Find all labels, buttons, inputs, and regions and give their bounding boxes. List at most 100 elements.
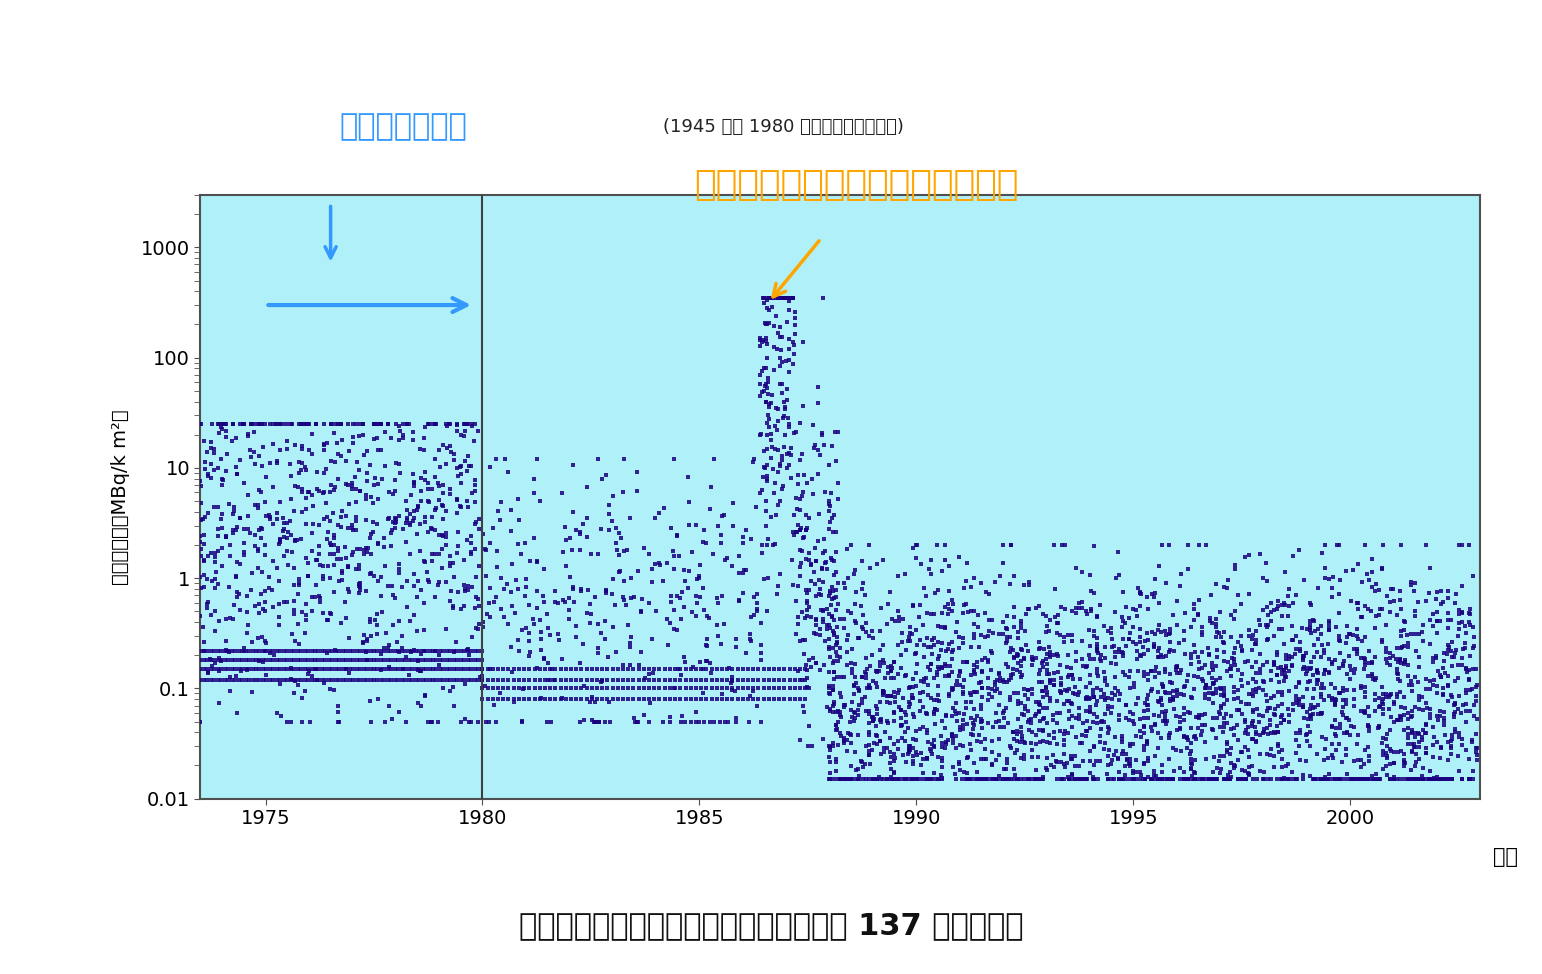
Point xyxy=(1420,750,1445,766)
Point xyxy=(319,538,344,553)
Point xyxy=(1229,771,1254,787)
Point xyxy=(1215,744,1240,760)
Point xyxy=(233,416,258,431)
Point xyxy=(1189,618,1214,634)
Point xyxy=(1377,723,1402,738)
Point xyxy=(941,592,965,608)
Point xyxy=(1150,676,1175,692)
Point xyxy=(1348,771,1372,787)
Point xyxy=(423,416,447,431)
Point xyxy=(1457,682,1482,697)
Point xyxy=(543,594,567,610)
Point xyxy=(325,416,350,431)
Point xyxy=(751,360,776,376)
Point xyxy=(1379,594,1403,610)
Point xyxy=(1406,689,1431,704)
Point xyxy=(327,672,352,688)
Point xyxy=(1465,711,1490,727)
Point xyxy=(1431,686,1456,701)
Point xyxy=(236,428,261,443)
Point xyxy=(773,290,797,306)
Point xyxy=(833,581,857,596)
Point xyxy=(1274,660,1298,676)
Point xyxy=(603,535,628,550)
Point xyxy=(1312,771,1337,787)
Point xyxy=(236,426,261,441)
Point xyxy=(409,441,433,457)
Point xyxy=(657,661,682,677)
Point xyxy=(1320,569,1345,584)
Point xyxy=(1277,588,1301,604)
Point xyxy=(188,495,213,510)
Point xyxy=(250,564,274,580)
Point xyxy=(372,539,396,554)
Point xyxy=(1055,684,1079,699)
Point xyxy=(1005,646,1030,661)
Point xyxy=(1357,719,1382,734)
Point xyxy=(919,746,944,762)
Point xyxy=(311,436,336,452)
Point xyxy=(1177,704,1201,720)
Point xyxy=(1320,654,1345,669)
Point xyxy=(998,771,1022,787)
Point xyxy=(333,508,358,524)
Point xyxy=(901,691,925,706)
Point xyxy=(1463,693,1488,708)
Point xyxy=(1355,699,1380,715)
Point xyxy=(1274,759,1298,774)
Point xyxy=(1283,725,1308,740)
Point xyxy=(594,582,618,598)
Point xyxy=(803,625,828,641)
Point xyxy=(446,653,470,668)
Point xyxy=(745,603,769,618)
Point xyxy=(567,656,592,671)
Point xyxy=(199,643,224,658)
Point xyxy=(581,714,606,730)
Point xyxy=(1092,686,1116,701)
Point xyxy=(1428,669,1453,685)
Point xyxy=(1240,659,1264,675)
Point xyxy=(567,714,592,730)
Point xyxy=(489,511,513,527)
Point xyxy=(1400,703,1425,719)
Point xyxy=(466,672,490,688)
Point xyxy=(432,653,456,668)
Point xyxy=(1443,704,1468,720)
Point xyxy=(409,663,433,679)
Point xyxy=(600,513,625,529)
Point xyxy=(1226,702,1251,718)
Point xyxy=(668,661,692,677)
Point xyxy=(853,666,877,682)
Point xyxy=(1428,750,1453,766)
Point xyxy=(239,634,264,650)
Point xyxy=(466,653,490,668)
Point xyxy=(1277,684,1301,699)
Point xyxy=(194,601,219,617)
Point xyxy=(978,686,1002,701)
Point xyxy=(739,531,763,546)
Point xyxy=(194,572,219,587)
Point xyxy=(564,672,589,688)
Point xyxy=(648,557,672,573)
Point xyxy=(1192,691,1217,706)
Point xyxy=(304,589,328,605)
Point xyxy=(1465,752,1490,768)
Point xyxy=(1064,600,1089,616)
Point xyxy=(1247,665,1272,681)
Point xyxy=(458,714,483,730)
Point xyxy=(196,467,221,482)
Point xyxy=(904,771,928,787)
Point xyxy=(1396,736,1420,752)
Point xyxy=(1433,646,1457,661)
Point xyxy=(1328,716,1352,731)
Point xyxy=(253,583,278,599)
Point xyxy=(794,585,819,601)
Point xyxy=(868,693,893,709)
Point xyxy=(745,585,769,601)
Point xyxy=(998,629,1022,645)
Point xyxy=(501,661,526,677)
Point xyxy=(1348,771,1372,787)
Point xyxy=(315,509,339,525)
Point xyxy=(702,545,726,561)
Point xyxy=(1172,712,1197,728)
